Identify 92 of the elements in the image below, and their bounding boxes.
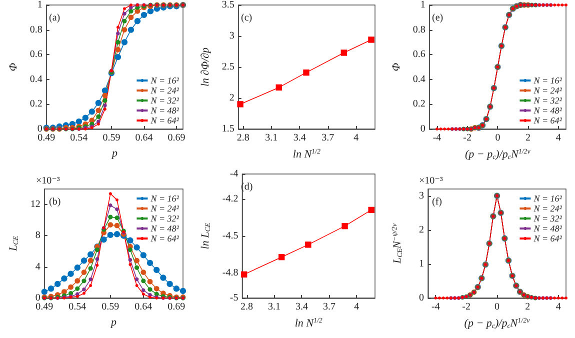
x-tick-label: 3.7 bbox=[322, 302, 336, 312]
legend-label: N = 16² bbox=[150, 76, 180, 86]
legend-label: N = 16² bbox=[150, 194, 180, 204]
y-tick-label: 3 bbox=[419, 190, 424, 202]
y-tick-label: 8 bbox=[35, 230, 40, 242]
y-tick-label: 4 bbox=[35, 261, 40, 272]
x-tick-label: 4 bbox=[353, 132, 358, 144]
y-tick-label: 0 bbox=[419, 292, 424, 304]
x-tick-label: 2 bbox=[525, 302, 530, 312]
annotation: (b) bbox=[49, 196, 61, 208]
y-tick-label: 1.5 bbox=[221, 124, 234, 134]
legend-label: N = 48² bbox=[150, 224, 180, 234]
legend-label: N = 16² bbox=[532, 194, 562, 204]
y-tick-label: 0.4 bbox=[413, 74, 426, 85]
x-tick-label: 0 bbox=[495, 132, 500, 144]
legend-label: N = 24² bbox=[532, 86, 562, 96]
legend-label: N = 64² bbox=[150, 116, 180, 126]
legend-label: N = 48² bbox=[532, 106, 562, 116]
text: ×10⁻³ bbox=[419, 176, 444, 186]
y-tick-label: 1 bbox=[37, 0, 42, 10]
legend-label: N = 32² bbox=[532, 96, 562, 106]
x-tick-label: 2.8 bbox=[240, 302, 253, 312]
x-tick-label: 4 bbox=[556, 302, 562, 312]
y-tick-label: 0.2 bbox=[30, 98, 42, 110]
x-tick-label: 2 bbox=[526, 132, 531, 144]
legend-label: N = 16² bbox=[532, 76, 562, 86]
y-tick-label: 0 bbox=[420, 124, 426, 134]
y-tick-label: 0.2 bbox=[413, 98, 426, 110]
x-axis-title: p bbox=[110, 147, 118, 160]
x-tick-label: -4 bbox=[432, 302, 440, 312]
y-tick-label: 0 bbox=[35, 292, 40, 304]
y-tick-label: -4 bbox=[229, 168, 238, 180]
legend-label: N = 24² bbox=[150, 86, 180, 96]
legend-label: N = 32² bbox=[150, 96, 180, 106]
legend-label: N = 64² bbox=[150, 234, 180, 244]
y-tick-label: -4.8 bbox=[222, 268, 238, 279]
y-tick-label: 2.5 bbox=[221, 62, 234, 72]
y-tick-label: 0.6 bbox=[30, 49, 42, 60]
y-axis-title: Φ bbox=[390, 62, 403, 72]
x-tick-label: 0.64 bbox=[135, 132, 153, 144]
y-tick-label: 1 bbox=[419, 258, 424, 270]
y-tick-label: 0 bbox=[37, 124, 42, 134]
x-tick-label: 0.54 bbox=[70, 132, 88, 144]
y-tick-label: 3 bbox=[228, 30, 234, 42]
y-tick-label: 0.8 bbox=[413, 24, 426, 36]
legend-label: N = 32² bbox=[150, 214, 180, 224]
y-tick-label: -4.5 bbox=[222, 230, 238, 242]
y-tick-label: 0.6 bbox=[413, 49, 426, 60]
annotation: (a) bbox=[49, 12, 60, 24]
x-tick-label: 2.8 bbox=[236, 132, 249, 144]
y-tick-label: 12 bbox=[30, 199, 40, 210]
annotation: (e) bbox=[432, 12, 444, 24]
y-tick-label: 3.5 bbox=[221, 0, 234, 10]
x-tick-label: 3.7 bbox=[321, 132, 334, 144]
text: ×10⁻³ bbox=[36, 176, 60, 186]
x-tick-label: 0.69 bbox=[168, 132, 186, 144]
x-tick-label: 0 bbox=[494, 302, 500, 312]
y-tick-label: 0.8 bbox=[30, 24, 42, 36]
y-tick-label: -4.2 bbox=[222, 193, 238, 204]
y-tick-label: -5 bbox=[229, 292, 238, 304]
x-tick-label: 0.59 bbox=[102, 132, 120, 144]
x-tick-label: -4 bbox=[433, 132, 442, 144]
annotation: (f) bbox=[432, 196, 442, 208]
x-tick-label: 3.4 bbox=[295, 302, 308, 312]
y-tick-label: 2 bbox=[419, 224, 424, 236]
x-tick-label: 0.69 bbox=[168, 302, 186, 312]
y-axis-title: Φ bbox=[8, 62, 20, 72]
x-tick-label: 0.64 bbox=[134, 302, 152, 312]
legend-label: N = 64² bbox=[532, 234, 562, 244]
x-tick-label: 4 bbox=[354, 302, 359, 312]
x-tick-label: 3.4 bbox=[292, 132, 306, 144]
x-tick-label: -2 bbox=[463, 132, 472, 144]
y-tick-label: 2 bbox=[228, 92, 234, 104]
annotation: (c) bbox=[240, 12, 252, 24]
legend-label: N = 64² bbox=[532, 116, 562, 126]
y-axis-title: ln ∂Φ/∂p bbox=[199, 46, 212, 87]
x-tick-label: 3.1 bbox=[264, 132, 278, 144]
y-tick-label: 1 bbox=[420, 0, 426, 10]
x-tick-label: -2 bbox=[462, 302, 471, 312]
legend-label: N = 32² bbox=[532, 214, 562, 224]
legend-label: N = 48² bbox=[532, 224, 562, 234]
x-tick-label: 0.54 bbox=[68, 302, 86, 312]
legend-label: N = 48² bbox=[150, 106, 180, 116]
legend-label: N = 24² bbox=[532, 204, 562, 214]
x-tick-label: 0.49 bbox=[38, 132, 56, 144]
x-tick-label: 4 bbox=[556, 132, 562, 144]
y-tick-label: 0.4 bbox=[30, 74, 42, 85]
x-tick-label: 0.59 bbox=[102, 302, 120, 312]
legend-label: N = 24² bbox=[150, 204, 180, 214]
x-tick-label: 3.1 bbox=[268, 302, 280, 312]
x-tick-label: 0.49 bbox=[36, 302, 54, 312]
x-axis-title: p bbox=[110, 316, 117, 328]
